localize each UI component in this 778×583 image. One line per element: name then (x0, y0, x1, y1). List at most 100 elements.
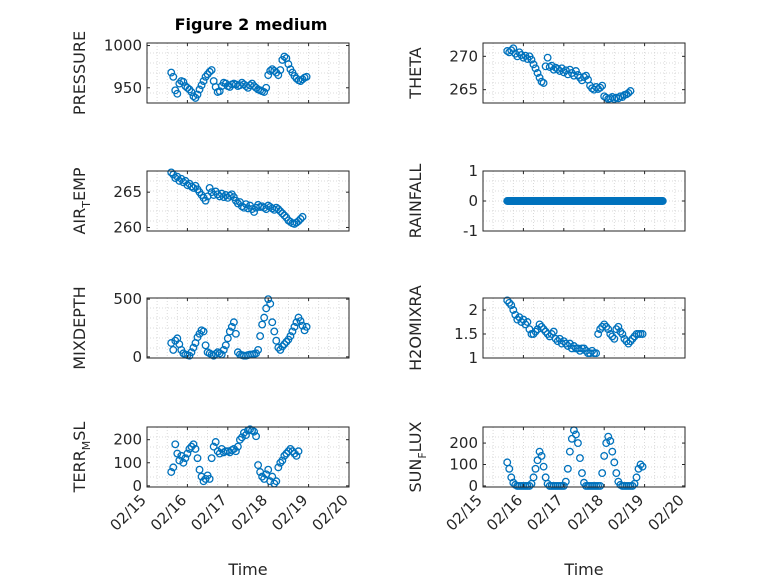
data-point (167, 168, 176, 177)
data-point (600, 320, 609, 329)
y-tick-label: 260 (113, 218, 142, 236)
data-point (167, 468, 176, 476)
data-point (169, 345, 178, 354)
data-point (258, 472, 267, 481)
data-point (280, 451, 289, 460)
data-point (519, 315, 528, 324)
data-point (505, 464, 514, 473)
data-point (598, 81, 607, 90)
data-point (181, 454, 190, 463)
y-tick-label: 1 (468, 349, 478, 367)
axes-box (146, 426, 350, 488)
y-axis-label: PRESSURE (70, 31, 89, 115)
panel-8: 0 100 200 SUNFLUX 02/1502/1602/1702/1802/190… (406, 421, 688, 579)
data-point (638, 330, 647, 338)
data-point (582, 71, 590, 80)
axes-box (146, 170, 350, 232)
data-point (302, 72, 311, 81)
y-tick-label: 0 (132, 348, 142, 366)
data-point (199, 77, 208, 85)
data-point (567, 434, 576, 443)
data-point (242, 200, 250, 209)
data-point (559, 481, 568, 490)
data-point (169, 463, 178, 472)
data-point (578, 469, 586, 478)
x-tick-label: 02/17 (187, 491, 230, 534)
data-point (235, 435, 244, 444)
y-axis-label: TERRMSL (70, 422, 93, 494)
data-point (596, 481, 605, 490)
data-point (167, 68, 176, 77)
data-point (600, 451, 609, 460)
data-point (557, 64, 566, 73)
y-tick-label: 100 (449, 456, 478, 474)
data-point (616, 327, 625, 336)
data-point (636, 460, 645, 469)
panel-1: 950 1000 PRESSURE (70, 31, 350, 115)
data-point (272, 477, 281, 486)
y-tick-label: 200 (113, 431, 142, 449)
panel-7: 0 100 200 TERRMSL 02/1502/1602/1702/1802/190… (70, 422, 352, 579)
data-point (298, 212, 307, 221)
data-point (223, 334, 232, 343)
data-point (171, 440, 180, 449)
data-point (604, 432, 613, 441)
data-point (626, 87, 635, 95)
y-tick-label: 0 (468, 477, 478, 495)
figure-title: Figure 2 medium (175, 15, 328, 34)
data-point (274, 463, 283, 472)
y-tick-label: 265 (449, 81, 478, 99)
data-point (515, 313, 524, 322)
data-point (276, 207, 285, 216)
data-point (252, 83, 261, 92)
data-point (189, 183, 198, 192)
data-point (221, 341, 230, 350)
data-point (274, 71, 283, 80)
data-point (521, 320, 530, 329)
data-point (628, 334, 637, 343)
data-point (201, 341, 210, 350)
data-point (250, 207, 259, 216)
data-point (539, 462, 548, 471)
data-point (268, 318, 277, 327)
data-point (233, 442, 242, 451)
x-tick-label: 02/19 (604, 491, 647, 534)
x-tick-label: 02/15 (107, 491, 150, 534)
y-tick-label: 0 (132, 477, 142, 495)
data-point (278, 342, 287, 351)
axes-box (146, 42, 350, 104)
data-point (187, 442, 196, 451)
data-point (205, 183, 214, 192)
data-point (270, 327, 279, 336)
x-axis-label: Time (227, 560, 267, 579)
data-point (256, 332, 265, 341)
data-point (561, 477, 570, 486)
data-point (628, 481, 637, 490)
y-tick-label: 270 (449, 47, 478, 65)
data-point (187, 348, 196, 357)
data-point (569, 342, 578, 350)
data-point (201, 196, 210, 205)
data-point (588, 346, 597, 355)
data-point (533, 69, 542, 77)
panel-6: 1 1.5 2 H2OMIXRA (406, 285, 686, 371)
data-point (594, 330, 603, 338)
data-point (250, 427, 259, 436)
data-point (229, 318, 238, 327)
panel-4: -1 0 1 RAINFALL (406, 162, 686, 240)
data-point (606, 436, 615, 445)
data-point (292, 318, 301, 327)
x-tick-label: 02/18 (564, 491, 607, 534)
data-point (193, 454, 202, 463)
data-point (608, 332, 617, 341)
data-point (227, 322, 236, 331)
data-point (193, 90, 202, 99)
panel-2: 265 270 THETA (406, 42, 686, 104)
data-point (197, 81, 206, 90)
y-axis-label: SUNFLUX (406, 421, 429, 492)
data-point (576, 454, 584, 463)
x-tick-label: 02/17 (523, 491, 566, 534)
data-point (294, 217, 303, 226)
data-point (189, 343, 198, 352)
